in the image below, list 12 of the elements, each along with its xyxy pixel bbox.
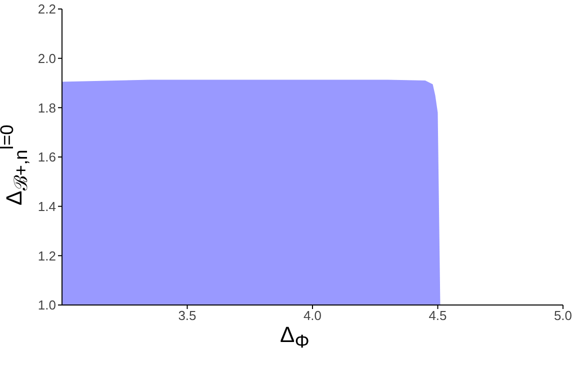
- x-tick-label: 4.0: [303, 308, 322, 324]
- y-tick-label: 2.2: [38, 2, 56, 17]
- x-tick-label: 5.0: [554, 308, 572, 324]
- y-tick-label: 1.0: [38, 298, 56, 313]
- y-tick-label: 1.6: [38, 150, 56, 165]
- x-tick-label: 3.5: [178, 308, 196, 324]
- y-tick-label: 2.0: [38, 50, 56, 66]
- x-tick-label: 4.5: [428, 308, 447, 324]
- y-tick-label: 1.8: [38, 100, 56, 116]
- x-axis-title: Δ$_{Φ}$: [280, 322, 310, 352]
- y-tick-label: 1.2: [38, 248, 56, 264]
- y-tick-label: 1.4: [38, 198, 56, 214]
